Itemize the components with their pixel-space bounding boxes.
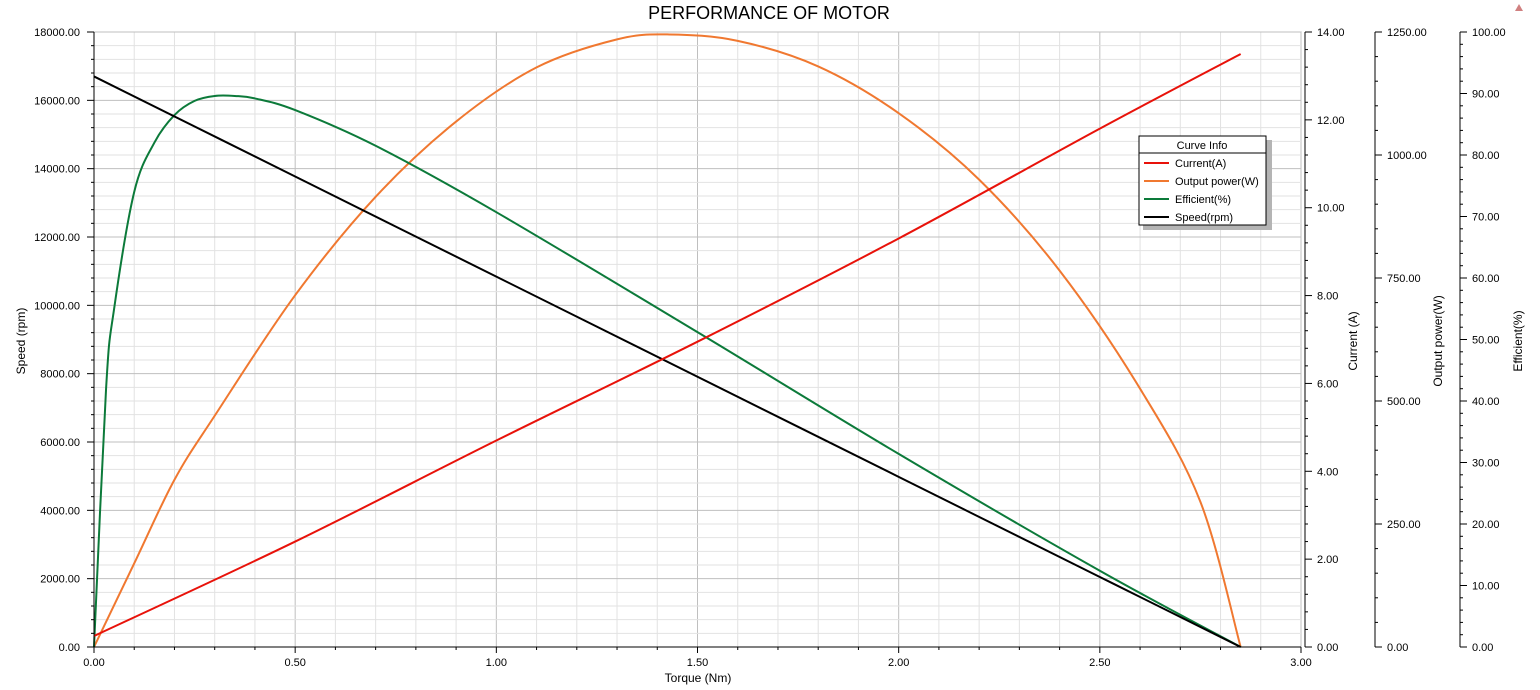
eff-tick-label: 60.00 — [1472, 273, 1500, 285]
eff-tick-label: 30.00 — [1472, 458, 1500, 470]
legend-entry-label: Output power(W) — [1175, 176, 1259, 188]
legend-entry-label: Current(A) — [1175, 158, 1226, 170]
current-tick-label: 14.00 — [1317, 27, 1345, 39]
speed-tick-label: 0.00 — [59, 642, 80, 654]
legend-entries: Current(A) Output power(W) Efficient(%) Spe… — [1144, 158, 1259, 224]
x-tick-label: 2.00 — [888, 657, 909, 669]
x-tick-label: 0.50 — [284, 657, 305, 669]
speed-tick-label: 6000.00 — [40, 437, 80, 449]
series-line-output-power-w — [93, 33, 1242, 648]
current-tick-label: 10.00 — [1317, 203, 1345, 215]
x-tick-label: 1.50 — [687, 657, 708, 669]
speed-tick-label: 14000.00 — [34, 164, 80, 176]
eff-tick-label: 50.00 — [1472, 335, 1500, 347]
x-tick-label: 1.00 — [486, 657, 507, 669]
eff-tick-label: 0.00 — [1472, 642, 1493, 654]
efficiency-axis-title: Efficient(%) — [1511, 310, 1525, 371]
corner-marker-shape — [1515, 4, 1523, 11]
current-tick-label: 12.00 — [1317, 115, 1345, 127]
speed-tick-label: 12000.00 — [34, 232, 80, 244]
current-tick-label: 8.00 — [1317, 291, 1338, 303]
speed-tick-label: 4000.00 — [40, 505, 80, 517]
eff-tick-label: 100.00 — [1472, 27, 1506, 39]
grid — [93, 31, 1302, 648]
series-lines — [93, 33, 1242, 648]
speed-tick-label: 8000.00 — [40, 369, 80, 381]
legend[interactable]: Curve Info Current(A) Output power(W) Effi… — [1138, 135, 1272, 230]
axes: 0.00 0.50 1.00 1.50 2.00 2.50 3.00 0.00 2000.00 4… — [34, 27, 1506, 669]
power-tick-label: 1000.00 — [1387, 150, 1427, 162]
x-tick-label: 0.00 — [83, 657, 104, 669]
power-tick-label: 750.00 — [1387, 273, 1421, 285]
eff-tick-label: 10.00 — [1472, 581, 1500, 593]
corner-marker-icon[interactable] — [1515, 4, 1523, 11]
eff-tick-label: 40.00 — [1472, 396, 1500, 408]
power-axis-title: Output power(W) — [1431, 295, 1445, 386]
x-tick-label: 2.50 — [1089, 657, 1110, 669]
series-line-current-a — [93, 53, 1242, 637]
series-line-efficient — [93, 94, 1242, 648]
power-tick-label: 250.00 — [1387, 519, 1421, 531]
speed-tick-label: 18000.00 — [34, 27, 80, 39]
power-tick-label: 0.00 — [1387, 642, 1408, 654]
speed-tick-label: 2000.00 — [40, 574, 80, 586]
speed-tick-label: 16000.00 — [34, 95, 80, 107]
speed-axis-title: Speed (rpm) — [14, 308, 28, 375]
eff-tick-label: 70.00 — [1472, 212, 1500, 224]
eff-tick-label: 20.00 — [1472, 519, 1500, 531]
legend-entry-label: Efficient(%) — [1175, 194, 1231, 206]
speed-tick-label: 10000.00 — [34, 300, 80, 312]
current-tick-label: 6.00 — [1317, 378, 1338, 390]
legend-entry-label: Speed(rpm) — [1175, 212, 1233, 224]
eff-tick-label: 80.00 — [1472, 150, 1500, 162]
eff-tick-label: 90.00 — [1472, 89, 1500, 101]
x-axis-title: Torque (Nm) — [665, 671, 732, 685]
current-axis-title: Current (A) — [1346, 311, 1360, 370]
x-tick-label: 3.00 — [1290, 657, 1311, 669]
power-tick-label: 1250.00 — [1387, 27, 1427, 39]
current-tick-label: 4.00 — [1317, 466, 1338, 478]
chart-title: PERFORMANCE OF MOTOR — [648, 3, 890, 23]
legend-title: Curve Info — [1177, 140, 1228, 152]
current-tick-label: 0.00 — [1317, 642, 1338, 654]
current-tick-label: 2.00 — [1317, 554, 1338, 566]
series-line-speed-rpm — [93, 75, 1242, 648]
power-tick-label: 500.00 — [1387, 396, 1421, 408]
